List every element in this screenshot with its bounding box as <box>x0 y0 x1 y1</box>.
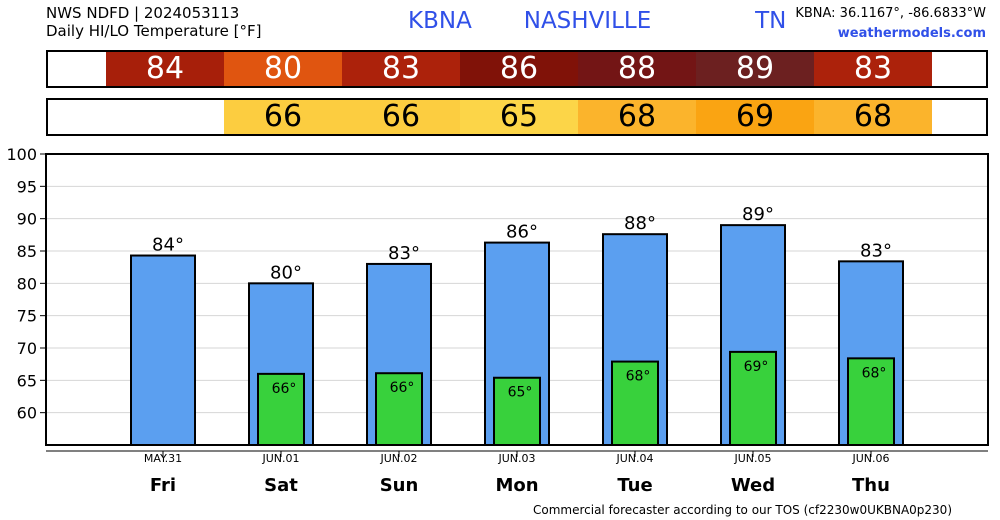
high-temp-cell-4: 88 <box>578 52 696 86</box>
date-label-6: JUN.06 <box>851 452 889 465</box>
y-tick-label-90: 90 <box>17 210 37 229</box>
low-temp-cell-6: 68 <box>814 100 932 134</box>
high-temp-cell-3: 86 <box>460 52 578 86</box>
low-temp-cell-5: 69 <box>696 100 814 134</box>
date-label-4: JUN.04 <box>615 452 653 465</box>
high-temp-cell-0: 84 <box>106 52 224 86</box>
low-temp-cell-3: 65 <box>460 100 578 134</box>
y-tick-label-100: 100 <box>6 145 37 164</box>
low-label-2: 66° <box>390 380 415 396</box>
high-label-2: 83° <box>388 243 420 264</box>
station-coords: KBNA: 36.1167°, -86.6833°W <box>795 6 986 21</box>
low-label-5: 69° <box>744 359 769 375</box>
day-label-1: Sat <box>264 475 298 496</box>
low-temp-cell-4: 68 <box>578 100 696 134</box>
low-label-1: 66° <box>272 381 297 397</box>
high-temp-cell-5: 89 <box>696 52 814 86</box>
day-label-3: Mon <box>495 475 538 496</box>
low-bar-2 <box>375 372 423 446</box>
high-label-4: 88° <box>624 213 656 234</box>
header-right: KBNA: 36.1167°, -86.6833°W weathermodels… <box>795 4 986 44</box>
high-label-5: 89° <box>742 204 774 225</box>
y-tick-label-65: 65 <box>17 371 37 390</box>
y-tick-label-75: 75 <box>17 307 37 326</box>
low-bar-1 <box>257 372 305 446</box>
y-tick-label-60: 60 <box>17 404 37 423</box>
high-label-0: 84° <box>152 235 184 256</box>
low-temp-cell-2: 66 <box>342 100 460 134</box>
low-label-4: 68° <box>626 369 651 385</box>
date-label-5: JUN.05 <box>733 452 771 465</box>
low-temp-cell-0 <box>106 100 224 134</box>
low-temp-cell-1: 66 <box>224 100 342 134</box>
header-info: NWS NDFD | 2024053113 Daily HI/LO Temper… <box>46 4 262 40</box>
low-label-6: 68° <box>862 365 887 381</box>
day-label-5: Wed <box>731 475 775 496</box>
high-label-3: 86° <box>506 222 538 243</box>
low-temp-strip: 66 66 65 68 69 68 <box>46 98 988 136</box>
low-label-3: 65° <box>508 385 533 401</box>
chart-title: Daily HI/LO Temperature [°F] <box>46 22 262 40</box>
site-link[interactable]: weathermodels.com <box>837 26 986 41</box>
date-label-3: JUN.03 <box>497 452 535 465</box>
high-label-1: 80° <box>270 262 302 283</box>
day-label-0: Fri <box>150 475 176 496</box>
y-tick-label-80: 80 <box>17 274 37 293</box>
low-bar-5 <box>729 350 777 447</box>
high-label-6: 83° <box>860 240 892 261</box>
model-run-label: NWS NDFD | 2024053113 <box>46 4 240 22</box>
low-bar-3 <box>493 376 541 447</box>
high-temp-cell-1: 80 <box>224 52 342 86</box>
y-tick-label-70: 70 <box>17 339 37 358</box>
low-bar-6 <box>847 357 895 447</box>
date-label-1: JUN.01 <box>261 452 299 465</box>
day-label-4: Tue <box>617 475 652 496</box>
high-bar-0 <box>130 254 196 446</box>
footer-note: Commercial forecaster according to our T… <box>532 503 952 517</box>
high-temp-strip: 84 80 83 86 88 89 83 <box>46 50 988 88</box>
high-temp-cell-2: 83 <box>342 52 460 86</box>
date-label-0: MAY.31 <box>144 452 182 465</box>
day-label-6: Thu <box>852 475 890 496</box>
y-tick-label-85: 85 <box>17 242 37 261</box>
low-bar-4 <box>611 360 659 446</box>
day-label-2: Sun <box>380 475 419 496</box>
date-label-2: JUN.02 <box>379 452 417 465</box>
y-tick-label-95: 95 <box>17 177 37 196</box>
station-title: KBNA NASHVILLE TN <box>408 8 787 34</box>
high-temp-cell-6: 83 <box>814 52 932 86</box>
